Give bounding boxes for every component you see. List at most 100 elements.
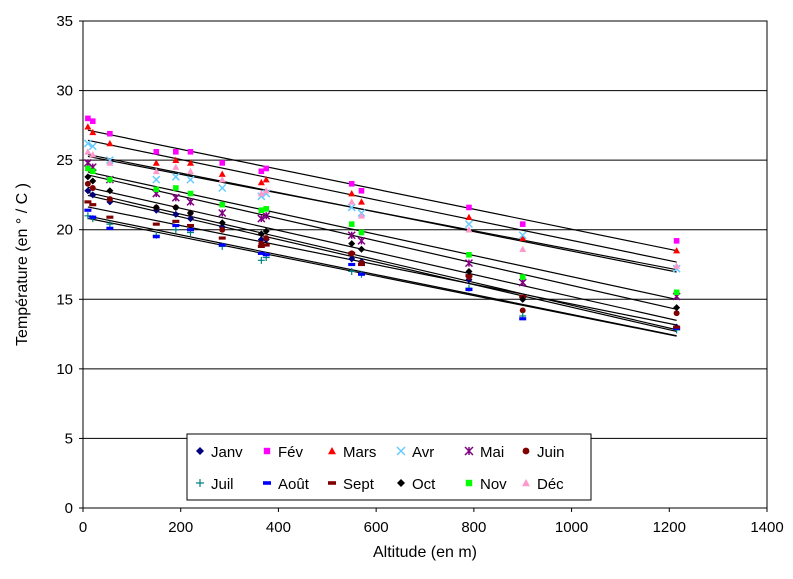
legend-marker-7	[263, 481, 271, 485]
data-point	[172, 156, 180, 163]
data-point	[673, 289, 680, 296]
data-point	[84, 187, 92, 195]
data-point	[348, 180, 355, 187]
data-point	[106, 187, 114, 195]
data-point	[186, 175, 195, 184]
data-point	[107, 176, 113, 183]
data-point	[171, 193, 180, 202]
trendline-4	[87, 174, 677, 310]
data-point	[152, 175, 161, 184]
legend-label-8: Sept	[343, 476, 375, 493]
data-point	[263, 206, 270, 212]
data-point	[673, 247, 681, 254]
data-point	[257, 230, 265, 238]
data-point	[89, 168, 96, 175]
data-point	[519, 317, 527, 321]
data-point	[84, 123, 92, 130]
data-point	[348, 240, 356, 248]
plot-border	[82, 20, 768, 509]
legend-label-10: Nov	[480, 476, 507, 493]
trendline-1	[87, 129, 677, 252]
legend-marker-2	[328, 447, 336, 455]
x-tick-label: 200	[168, 519, 193, 536]
data-point	[107, 130, 113, 137]
data-point	[348, 255, 356, 263]
data-point	[465, 287, 473, 292]
series-10	[85, 165, 680, 296]
data-point	[357, 198, 365, 205]
data-point	[186, 215, 194, 223]
x-tick-label: 800	[461, 519, 486, 536]
data-point	[89, 203, 97, 207]
data-point	[464, 220, 474, 229]
trendline-9	[87, 186, 677, 321]
data-point	[257, 256, 265, 264]
data-point	[153, 148, 160, 155]
data-point	[152, 235, 160, 239]
data-point	[519, 295, 527, 303]
data-point	[106, 159, 114, 166]
data-point	[84, 200, 92, 204]
data-point	[348, 190, 356, 197]
data-point	[83, 139, 92, 148]
x-tick-label: 600	[364, 519, 389, 536]
y-tick-label: 35	[56, 13, 73, 30]
data-point	[673, 304, 681, 312]
y-axis-title: Température (en ° / C )	[14, 183, 31, 346]
data-point	[263, 235, 270, 242]
data-point	[106, 196, 113, 203]
data-point	[518, 278, 527, 287]
data-point	[258, 207, 265, 214]
data-point	[106, 226, 114, 230]
trendline-0	[87, 194, 677, 333]
data-point	[465, 213, 473, 220]
legend-label-7: Août	[278, 476, 310, 493]
data-point	[186, 159, 194, 166]
data-point	[89, 215, 97, 219]
data-point	[519, 245, 527, 252]
data-point	[186, 223, 194, 228]
data-points	[83, 115, 681, 334]
data-point	[673, 325, 681, 329]
data-point	[84, 148, 92, 155]
data-point	[186, 209, 194, 217]
data-point	[348, 262, 356, 267]
data-point	[171, 172, 180, 181]
y-tick-label: 5	[65, 430, 73, 447]
trendline-7	[87, 215, 677, 337]
x-tick-label: 1000	[555, 519, 588, 536]
data-point	[262, 176, 270, 183]
legend-marker-1	[263, 447, 271, 455]
legend-label-9: Oct	[412, 476, 436, 493]
data-point	[357, 272, 365, 276]
data-point	[673, 310, 680, 317]
data-point	[519, 307, 526, 314]
data-point	[218, 176, 226, 183]
data-point	[218, 219, 226, 227]
data-point	[518, 231, 527, 240]
data-point	[89, 184, 96, 191]
data-point	[186, 167, 194, 175]
data-point	[465, 226, 473, 233]
data-point	[84, 208, 92, 212]
legend-marker-8	[328, 481, 336, 485]
data-point	[152, 222, 160, 226]
legend-label-0: Janv	[211, 444, 243, 461]
data-point	[89, 177, 97, 185]
legend-label-6: Juil	[211, 476, 234, 493]
data-point	[519, 221, 526, 227]
legend-marker-9	[397, 479, 405, 487]
data-point	[172, 203, 180, 211]
data-point	[257, 178, 265, 186]
data-point	[106, 139, 114, 147]
data-point	[219, 226, 226, 233]
legend-label-2: Mars	[343, 444, 376, 461]
data-point	[263, 165, 270, 172]
data-point	[348, 251, 356, 255]
data-point	[152, 203, 160, 211]
data-point	[357, 236, 366, 245]
data-point	[673, 262, 681, 269]
data-point	[465, 267, 473, 275]
data-point	[172, 226, 180, 234]
